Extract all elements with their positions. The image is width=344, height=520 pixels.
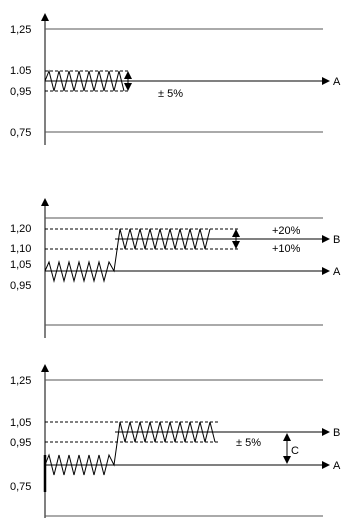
line-a-label: A xyxy=(333,76,341,88)
tolerance-plus-20: +20% xyxy=(272,225,301,237)
y-label-1-05: 1,05 xyxy=(10,417,31,429)
y-label-1-05: 1,05 xyxy=(10,259,31,271)
y-label-0-95: 0,95 xyxy=(10,280,31,292)
line-b-label: B xyxy=(333,427,340,439)
y-label-0-95: 0,95 xyxy=(10,437,31,449)
panel-middle: 1,20 1,10 1,05 0,95 +20% +10% B A xyxy=(10,198,341,338)
signal-zigzag xyxy=(44,69,125,92)
tolerance-plus-10: +10% xyxy=(272,243,301,255)
line-a-label: A xyxy=(333,460,341,472)
y-label-1-25: 1,25 xyxy=(10,375,31,387)
y-label-0-75: 0,75 xyxy=(10,127,31,139)
signal-zigzag xyxy=(44,228,211,283)
panel-top: 1,25 1.05 0,95 0,75 ± 5% A xyxy=(10,13,341,145)
tolerance-label: ± 5% xyxy=(236,437,261,449)
y-label-1-05: 1.05 xyxy=(10,65,31,77)
tolerance-label: ± 5% xyxy=(158,88,183,100)
y-label-0-75: 0,75 xyxy=(10,481,31,493)
line-a-label: A xyxy=(333,266,341,278)
signal-zigzag xyxy=(44,421,216,476)
y-label-1-10: 1,10 xyxy=(10,243,31,255)
panel-bottom: 1,25 1,05 0,95 0,75 ± 5% C B A xyxy=(10,364,341,518)
line-b-label: B xyxy=(333,234,340,246)
y-label-1-25: 1,25 xyxy=(10,24,31,36)
y-label-1-20: 1,20 xyxy=(10,223,31,235)
offset-label-c: C xyxy=(291,445,299,457)
y-label-0-95: 0,95 xyxy=(10,86,31,98)
